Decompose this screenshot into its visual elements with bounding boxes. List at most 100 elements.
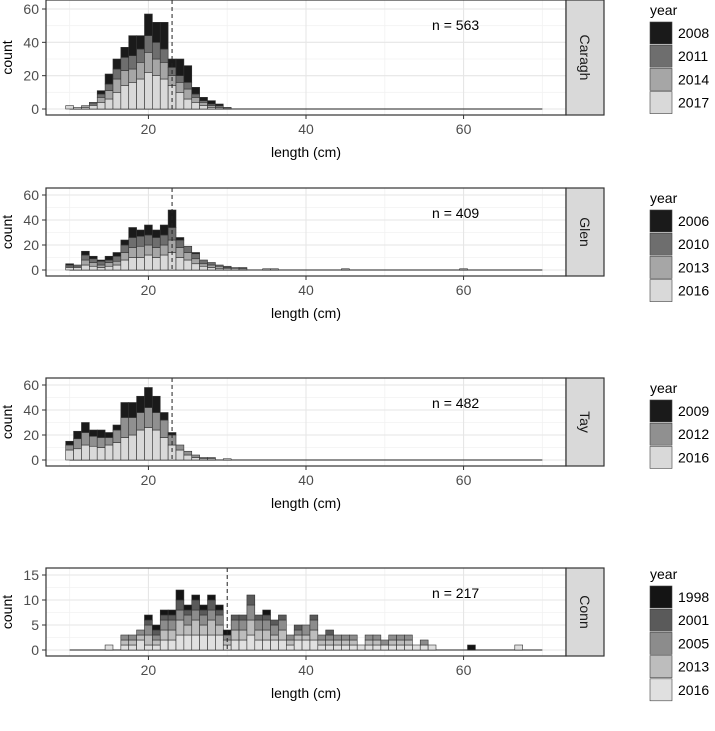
legend-title: year: [650, 190, 678, 206]
bar-segment: [278, 629, 287, 641]
bar-segment: [230, 619, 240, 631]
bar-segment: [396, 639, 405, 646]
y-axis-title: count: [0, 215, 15, 249]
legend-title: year: [650, 566, 678, 582]
bar-segment: [73, 438, 82, 450]
bar-segment: [183, 450, 193, 456]
bar-segment: [152, 395, 161, 413]
bar-segment: [175, 82, 185, 93]
legend-label: 2017: [678, 95, 709, 111]
bar-segment: [207, 609, 216, 621]
legend-key: [649, 279, 673, 302]
bar-segment: [207, 619, 216, 636]
bar-segment: [96, 260, 106, 266]
bar-segment: [380, 644, 390, 651]
legend-key: [649, 655, 673, 678]
sample-size-label: n = 217: [432, 585, 479, 601]
bar-segment: [144, 35, 153, 53]
bar-segment: [230, 267, 240, 270]
bar-segment: [96, 102, 106, 110]
legend-key: [649, 91, 673, 114]
bar-segment: [175, 634, 185, 651]
bar-segment: [349, 639, 358, 646]
bar-segment: [254, 614, 263, 621]
facet-strip: [565, 0, 605, 116]
bar-segment: [144, 407, 153, 428]
facet-strip: [565, 187, 605, 277]
y-tick-label: 40: [23, 212, 39, 228]
bar-segment: [159, 614, 169, 621]
bar-segment: [159, 412, 169, 421]
bar-segment: [286, 634, 295, 641]
legend-label: 2005: [678, 635, 709, 651]
bar-segment: [199, 624, 208, 636]
facet-panel-conn: n = 217 Conn 0 5 10 15 20 40 60 length (cm) count: [0, 567, 605, 701]
bar-segment: [96, 267, 106, 271]
legend-key: [649, 678, 673, 702]
bar-segment: [238, 629, 248, 641]
bar-segment: [199, 102, 208, 106]
bar-segment: [293, 639, 303, 651]
bar-segment: [215, 609, 224, 616]
bar-segment: [183, 609, 193, 616]
bar-segment: [183, 252, 193, 261]
bar-segment: [341, 268, 350, 271]
x-tick-label: 40: [298, 662, 314, 678]
legend-key: [649, 21, 673, 45]
y-tick-label: 0: [31, 262, 39, 278]
bar-segment: [159, 48, 169, 63]
y-axis-title: count: [0, 40, 15, 74]
bar-segment: [278, 619, 287, 631]
bar-segment: [144, 427, 153, 461]
bar-segment: [286, 644, 295, 651]
bar-segment: [120, 47, 130, 58]
legend-label: 2013: [678, 659, 709, 675]
bar-segment: [364, 634, 374, 641]
bar-segment: [65, 449, 74, 461]
bar-segment: [112, 260, 122, 266]
bar-segment: [144, 13, 153, 36]
bar-segment: [238, 639, 248, 651]
bar-segment: [191, 599, 200, 611]
bar-segment: [301, 634, 311, 641]
bar-segment: [317, 644, 326, 651]
bar-segment: [120, 402, 130, 418]
y-tick-label: 20: [23, 427, 39, 443]
bar-segment: [191, 634, 200, 651]
bar-segment: [152, 22, 161, 43]
bar-segment: [81, 444, 90, 461]
sample-size-label: n = 563: [432, 17, 479, 33]
legend-label: 2014: [678, 71, 709, 87]
bar-segment: [317, 639, 326, 646]
bar-segment: [372, 634, 382, 641]
bar-segment: [199, 265, 208, 271]
bar-segment: [341, 644, 350, 651]
bar-segment: [104, 73, 114, 85]
bar-segment: [293, 634, 303, 641]
bar-segment: [167, 629, 177, 641]
legend-label: 2016: [678, 682, 709, 698]
bar-segment: [81, 432, 90, 446]
bar-segment: [152, 42, 161, 60]
y-tick-label: 0: [31, 101, 39, 117]
bar-segment: [96, 437, 106, 448]
bar-segment: [159, 254, 169, 271]
bar-segment: [128, 35, 137, 56]
bar-segment: [81, 264, 90, 271]
legend-label: 2010: [678, 236, 709, 252]
bar-segment: [175, 247, 185, 258]
bar-segment: [175, 619, 185, 636]
bar-segment: [65, 267, 74, 271]
bar-segment: [293, 624, 303, 631]
bar-segment: [396, 644, 405, 651]
bar-segment: [73, 430, 82, 440]
bar-segment: [152, 75, 161, 110]
x-tick-label: 60: [456, 282, 472, 298]
bar-segment: [167, 619, 177, 631]
bar-segment: [396, 634, 405, 641]
bar-segment: [191, 93, 200, 98]
y-tick-label: 60: [23, 1, 39, 17]
y-tick-label: 40: [23, 402, 39, 418]
bar-segment: [128, 257, 137, 271]
